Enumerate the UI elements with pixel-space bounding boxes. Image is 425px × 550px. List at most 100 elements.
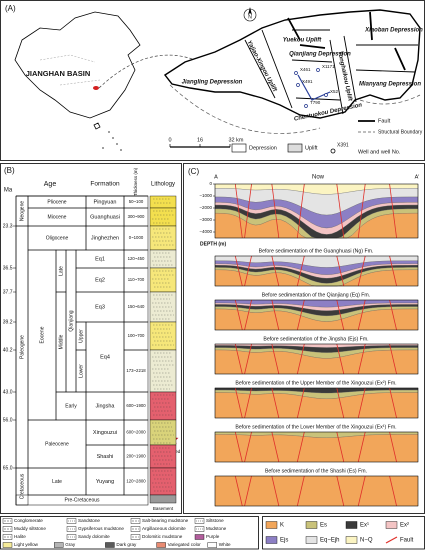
legend-swatch — [2, 542, 13, 548]
legend-swatch — [194, 534, 205, 540]
table-text: 173~2218 — [126, 368, 146, 373]
legend-label: Gypsiferous mudstone — [78, 526, 124, 531]
table-text: 50~100 — [129, 199, 144, 204]
fault-line — [244, 255, 252, 287]
fault-line — [336, 475, 345, 507]
fault-line — [244, 387, 252, 419]
table-text: Pliocene — [47, 199, 66, 205]
legend-label: N−Q — [360, 538, 373, 544]
legend-swatch — [345, 521, 358, 529]
basin-outline — [163, 9, 421, 119]
ma-label: 37.7 — [3, 289, 13, 295]
ma-label: 65.0 — [3, 465, 13, 471]
section-caption: Before sedimentation of the Lower Member… — [235, 424, 396, 430]
legend-swatch — [207, 542, 218, 548]
legend-swatch — [156, 542, 166, 548]
section-frame — [214, 299, 419, 331]
fault-line — [234, 255, 243, 287]
fault-line — [336, 299, 345, 331]
table-text: Late — [58, 266, 64, 276]
fault-line — [234, 299, 243, 331]
lithology-layer — [149, 207, 177, 227]
fault-line — [357, 299, 366, 331]
islands — [93, 122, 122, 151]
fault-line — [296, 431, 305, 463]
fault-line — [357, 475, 366, 507]
lithology-layer — [149, 467, 177, 496]
table-text: Late — [52, 479, 62, 485]
legend-label: Argillaceous dolomite — [142, 526, 186, 531]
scale-ticks — [169, 144, 231, 147]
table-text: 200~1900 — [126, 454, 146, 459]
fault-line — [357, 343, 366, 375]
table-text: 600~2000 — [126, 430, 146, 435]
region-label: Yuekou Uplift — [283, 38, 322, 44]
dashed-boundary — [169, 84, 421, 134]
lithology-layer — [149, 444, 177, 469]
ma-label: 39.2 — [3, 319, 13, 325]
fault-line — [244, 183, 252, 239]
ma-label: 43.0 — [3, 389, 13, 395]
table-text: Yuyang — [96, 479, 114, 485]
depth-tick-label: 0 — [209, 181, 212, 186]
well-label: X491 — [302, 79, 313, 84]
region-label: Xiaoban Depression — [364, 28, 423, 34]
section-caption: Before sedimentation of the Shashi (Es) … — [265, 468, 367, 474]
fault-line — [389, 183, 397, 239]
fault-line — [271, 475, 280, 507]
well-label: X1171 — [322, 64, 335, 69]
table-text: Pre-Cretaceous — [64, 497, 100, 503]
fault-line — [336, 255, 345, 287]
region-label: Mianyang Depression — [359, 82, 421, 88]
legend-label: Siltstone — [206, 518, 224, 523]
panel-label: (B) — [4, 166, 15, 175]
china-outline — [14, 11, 141, 119]
section-end: A' — [415, 174, 420, 180]
table-text: Neogene — [19, 201, 25, 222]
depth-tick-label: −1000 — [199, 193, 212, 198]
legend-label: Fault — [400, 538, 414, 544]
lithology-layer — [149, 195, 177, 209]
scale-label: 16 — [197, 137, 203, 143]
fault-line — [389, 299, 397, 331]
well — [316, 68, 320, 72]
legend-swatch — [66, 534, 77, 540]
basement-label: Basement — [153, 506, 174, 511]
legend-label: X391 — [337, 142, 349, 148]
table-text: Eq3 — [95, 304, 105, 310]
well-label: T790 — [310, 100, 321, 105]
legend-label: Uplift — [305, 145, 318, 151]
fault-line — [234, 387, 243, 419]
fault-line — [296, 343, 305, 375]
lithology-layer — [149, 321, 177, 351]
legend-label: Eq−Ejh — [320, 538, 340, 544]
fault-line — [271, 299, 280, 331]
table-text: Jinghezhen — [91, 235, 119, 241]
axis-label: DEPTH (m) — [200, 241, 226, 247]
fault-line — [296, 475, 305, 507]
table-text: Early — [65, 403, 77, 409]
table-text: 120~450 — [128, 256, 145, 261]
ma-label: 40.2 — [3, 347, 13, 353]
section-caption: Before sedimentation of the Guanghuasi (… — [259, 248, 374, 254]
legend-swatch — [265, 521, 278, 529]
legend-label: K — [280, 523, 284, 529]
depth-tick-label: −2000 — [199, 205, 212, 210]
table-text: Cretaceous — [19, 473, 25, 499]
fault-line — [296, 299, 305, 331]
lithology-layer — [149, 391, 177, 421]
north-label: N — [248, 14, 252, 20]
legend-swatch — [385, 521, 398, 529]
inset-label: JIANGHAN BASIN — [26, 69, 91, 78]
legend-label: White — [219, 542, 231, 547]
legend-label: Dark gray — [116, 542, 137, 547]
legend-label: Ejs — [280, 538, 288, 544]
legend-label: Sandy dolomite — [78, 534, 110, 539]
lithology-legend-frame — [0, 516, 259, 550]
section-frame — [214, 183, 419, 239]
legend-uplift-box — [287, 143, 303, 153]
unit-legend-frame — [262, 516, 425, 550]
